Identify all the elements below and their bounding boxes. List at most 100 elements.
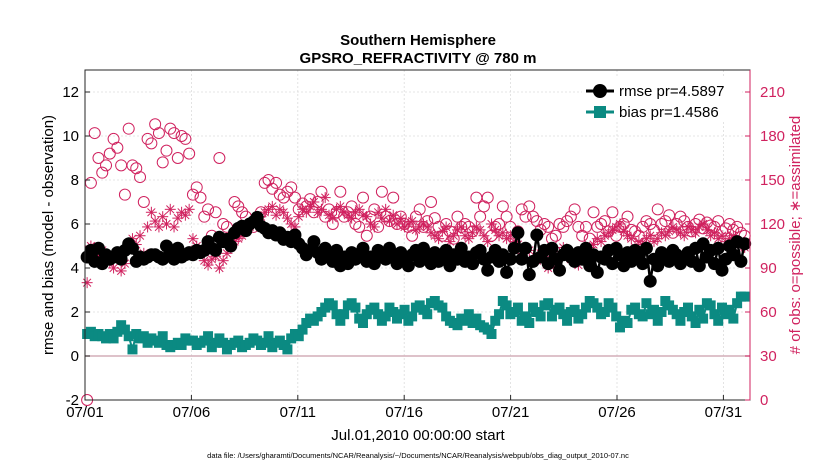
asterisk-stroke bbox=[328, 213, 337, 223]
possible-point bbox=[186, 188, 199, 201]
bias-point bbox=[407, 311, 418, 322]
bias-point bbox=[297, 324, 308, 335]
possible-point bbox=[523, 200, 536, 213]
assimilated-point bbox=[278, 206, 290, 218]
possible-point bbox=[629, 225, 642, 238]
asterisk-stroke bbox=[294, 212, 303, 221]
asterisk-stroke bbox=[162, 219, 171, 229]
possible-point bbox=[288, 191, 301, 204]
asterisk-stroke bbox=[215, 263, 224, 273]
possible-point bbox=[515, 203, 528, 216]
y-tick-label: 2 bbox=[71, 304, 79, 321]
possible-point bbox=[137, 196, 150, 208]
assimilated-point bbox=[217, 255, 229, 267]
bias-point bbox=[127, 344, 138, 355]
rmse-point bbox=[224, 239, 238, 253]
rmse-point bbox=[209, 243, 223, 257]
bias-point bbox=[437, 302, 448, 313]
possible-point bbox=[663, 209, 676, 222]
assimilated-point bbox=[168, 221, 180, 233]
asterisk-stroke bbox=[347, 213, 356, 223]
possible-point bbox=[481, 191, 494, 204]
rmse-point bbox=[639, 241, 653, 255]
asterisk-stroke bbox=[434, 234, 443, 243]
asterisk-stroke bbox=[377, 213, 387, 223]
rmse-point bbox=[454, 241, 468, 255]
bias-point bbox=[732, 298, 743, 309]
bias-point bbox=[607, 302, 618, 313]
possible-point bbox=[561, 215, 574, 228]
asterisk-stroke bbox=[336, 202, 345, 211]
assimilated-point bbox=[410, 224, 422, 236]
assimilated-point bbox=[368, 221, 380, 233]
bias-point bbox=[422, 309, 433, 320]
possible-point bbox=[425, 196, 438, 208]
assimilated-point bbox=[202, 259, 214, 271]
x-tick-label: 07/01 bbox=[66, 404, 104, 421]
possible-point bbox=[141, 132, 154, 145]
possible-point bbox=[474, 210, 487, 223]
possible-point bbox=[538, 218, 551, 230]
rmse-point bbox=[605, 257, 619, 271]
chart-title: Southern Hemisphere bbox=[340, 32, 496, 49]
asterisk-stroke bbox=[491, 225, 500, 235]
bias-point bbox=[350, 302, 361, 313]
bias-point bbox=[259, 337, 270, 348]
rmse-point bbox=[307, 235, 321, 249]
bias-point bbox=[694, 304, 705, 315]
bias-point bbox=[543, 298, 554, 309]
possible-point bbox=[281, 185, 294, 198]
bias-point bbox=[524, 318, 535, 328]
assimilated-point bbox=[319, 192, 331, 204]
possible-point bbox=[591, 220, 604, 233]
assimilated-point bbox=[467, 227, 479, 239]
asterisk-stroke bbox=[619, 227, 628, 236]
possible-point bbox=[368, 203, 381, 216]
bias-point bbox=[580, 302, 591, 313]
possible-point bbox=[190, 181, 203, 194]
rmse-point bbox=[367, 257, 381, 271]
asterisk-stroke bbox=[441, 222, 451, 232]
possible-point bbox=[152, 127, 165, 140]
assimilated-point bbox=[380, 203, 392, 215]
asterisk-stroke bbox=[358, 210, 368, 220]
asterisk-stroke bbox=[472, 222, 481, 232]
rmse-point bbox=[553, 263, 567, 277]
bias-point bbox=[471, 313, 482, 324]
possible-point bbox=[557, 220, 570, 233]
assimilated-point bbox=[308, 196, 320, 208]
asterisk-stroke bbox=[279, 208, 288, 217]
assimilated-point bbox=[440, 221, 452, 233]
bias-point bbox=[558, 309, 569, 320]
possible-point bbox=[409, 210, 422, 223]
bias-point bbox=[138, 331, 149, 342]
rmse-point bbox=[466, 257, 480, 271]
assimilated-point bbox=[482, 236, 494, 248]
assimilated-point bbox=[455, 221, 467, 233]
rmse-point bbox=[356, 241, 370, 255]
bias-point bbox=[108, 333, 119, 344]
possible-point bbox=[236, 206, 249, 219]
asterisk-stroke bbox=[479, 231, 489, 240]
bias-point bbox=[682, 302, 693, 313]
x-tick-label: 07/26 bbox=[598, 404, 636, 421]
y2-tick-label: 210 bbox=[760, 84, 785, 101]
asterisk-stroke bbox=[426, 228, 436, 238]
bias-point bbox=[656, 307, 667, 317]
assimilated-point bbox=[701, 224, 713, 236]
possible-point bbox=[270, 176, 283, 189]
asterisk-stroke bbox=[184, 205, 194, 214]
possible-point bbox=[175, 130, 188, 142]
bias-point bbox=[388, 307, 399, 317]
assimilated-point bbox=[463, 233, 475, 245]
bias-point bbox=[698, 313, 709, 324]
asterisk-stroke bbox=[691, 228, 700, 238]
possible-point bbox=[96, 166, 109, 179]
asterisk-stroke bbox=[668, 222, 678, 232]
bias-point bbox=[331, 309, 342, 320]
asterisk-stroke bbox=[430, 231, 440, 240]
asterisk-stroke bbox=[147, 208, 156, 217]
possible-point bbox=[587, 206, 600, 219]
y2-tick-label: 60 bbox=[760, 304, 777, 321]
asterisk-stroke bbox=[302, 208, 311, 217]
